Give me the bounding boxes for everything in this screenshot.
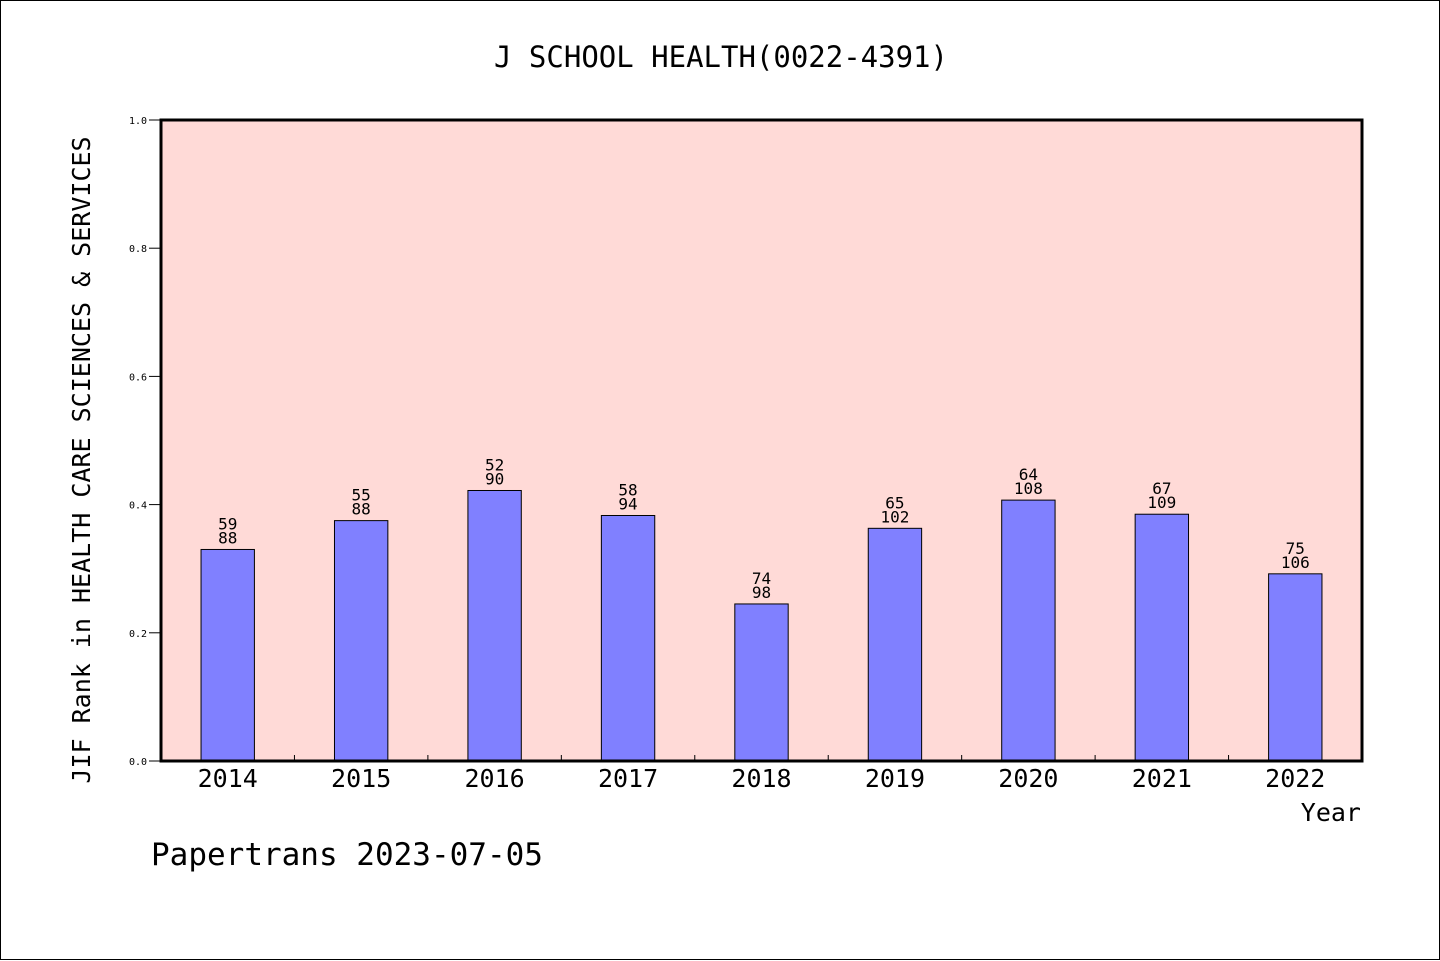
- bar-label-total-2018: 98: [752, 583, 771, 602]
- x-tick-label-2020: 2020: [998, 764, 1058, 793]
- bar-label-rank-2021: 67: [1152, 479, 1171, 498]
- bar-2019: [867, 527, 923, 762]
- y-tick-label: 0.6: [129, 372, 147, 383]
- bar-label-rank-2015: 55: [352, 486, 371, 505]
- y-axis-title: JIF Rank in HEALTH CARE SCIENCES & SERVI…: [67, 136, 96, 783]
- bar-label-total-2017: 94: [618, 494, 637, 513]
- bar-label-rank-2016: 52: [485, 455, 504, 474]
- x-tick-label-2019: 2019: [865, 764, 925, 793]
- y-tick-label: 0.8: [129, 244, 147, 255]
- x-tick-label-2015: 2015: [331, 764, 391, 793]
- y-tick-label: 0.4: [129, 501, 147, 512]
- x-tick-label-2021: 2021: [1132, 764, 1192, 793]
- bar-2022: [1268, 573, 1323, 762]
- x-axis-title: Year: [1301, 798, 1361, 827]
- bar-label-rank-2020: 64: [1019, 465, 1038, 484]
- bar-label-total-2021: 109: [1147, 493, 1176, 512]
- bars-layer: [200, 489, 1323, 762]
- y-tick-label: 0.0: [129, 757, 147, 768]
- bar-label-rank-2022: 75: [1286, 539, 1305, 558]
- x-tick-label-2022: 2022: [1265, 764, 1325, 793]
- x-tick-label-2017: 2017: [598, 764, 658, 793]
- x-tick-label-2016: 2016: [465, 764, 525, 793]
- bar-label-total-2022: 106: [1281, 553, 1310, 572]
- bar-label-rank-2018: 74: [752, 569, 771, 588]
- bar-2017: [600, 514, 656, 762]
- bar-label-total-2015: 88: [352, 500, 371, 519]
- bar-label-total-2014: 88: [218, 528, 237, 547]
- bar-2021: [1134, 513, 1190, 762]
- bar-label-total-2019: 102: [880, 507, 909, 526]
- chart-title: J SCHOOL HEALTH(0022-4391): [494, 40, 948, 74]
- bar-label-total-2016: 90: [485, 469, 504, 488]
- footer-source-date: Papertrans 2023-07-05: [151, 837, 543, 873]
- x-axis: 2014 2015 2016 2017 2018 2019 2020 2021 2022: [198, 755, 1325, 793]
- x-tick-label-2018: 2018: [731, 764, 791, 793]
- y-axis: 0.0 0.2 0.4 0.6 0.8 1.0: [129, 116, 161, 768]
- plot-frame: [159, 118, 1364, 763]
- y-tick-label: 1.0: [129, 116, 147, 127]
- bar-2014: [200, 548, 255, 762]
- bar-2018: [734, 603, 789, 762]
- bar-2016: [467, 489, 522, 762]
- bar-label-total-2020: 108: [1014, 479, 1043, 498]
- bar-2020: [1001, 499, 1056, 762]
- bar-label-rank-2019: 65: [885, 493, 904, 512]
- y-tick-label: 0.2: [129, 629, 147, 640]
- x-tick-label-2014: 2014: [198, 764, 258, 793]
- bar-label-rank-2017: 58: [618, 480, 637, 499]
- bar-label-rank-2014: 59: [218, 514, 237, 533]
- bar-2015: [333, 520, 389, 762]
